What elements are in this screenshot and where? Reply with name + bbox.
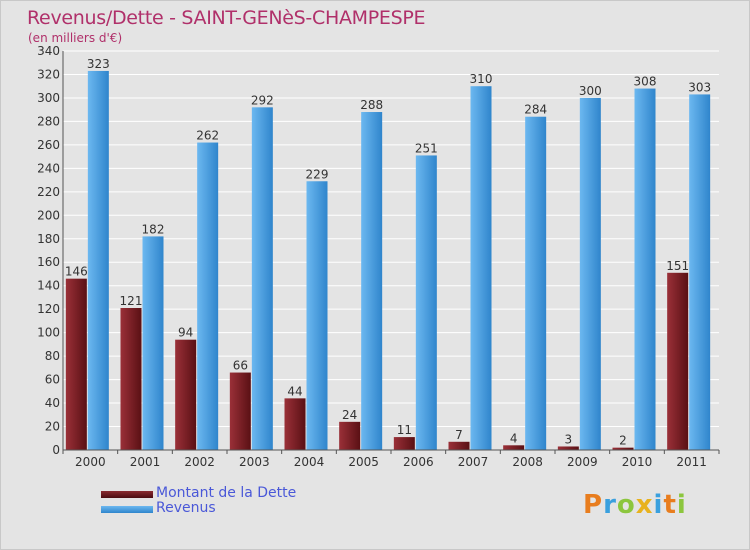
y-tick-label: 20 (45, 420, 60, 434)
bar-revenus-2011 (689, 94, 711, 450)
y-tick-label: 120 (37, 302, 60, 316)
bar-revenus-2002 (197, 142, 219, 451)
y-tick-label: 200 (37, 208, 60, 222)
bar-revenus-2008 (525, 116, 547, 450)
chart-subtitle: (en milliers d'€) (28, 31, 123, 45)
data-label-dette-2002: 94 (178, 326, 193, 340)
logo-letter: i (676, 490, 687, 520)
y-tick-label: 60 (45, 373, 60, 387)
data-label-revenus-2008: 284 (524, 103, 547, 117)
bar-dette-2003 (229, 372, 251, 450)
bar-dette-2010 (612, 447, 634, 450)
y-tick-label: 40 (45, 396, 60, 410)
axes (62, 51, 720, 454)
bar-dette-2001 (120, 308, 142, 450)
data-label-revenus-2004: 229 (306, 167, 329, 181)
labels: 0 20 40 60 80 100 120 140 160 180 200 220 240 260 280 3… (37, 44, 711, 469)
x-tick-label: 2003 (239, 455, 270, 469)
logo-letter: P (583, 490, 604, 520)
x-tick-label: 2005 (348, 455, 379, 469)
bar-dette-2011 (667, 272, 689, 450)
y-tick-label: 160 (37, 255, 60, 269)
x-tick-label: 2007 (458, 455, 489, 469)
logo-letter: i (653, 490, 664, 520)
data-label-dette-2011: 151 (666, 259, 689, 273)
bar-revenus-2005 (361, 112, 383, 450)
y-tick-label: 80 (45, 349, 60, 363)
logo-letter: o (616, 490, 636, 520)
y-tick-label: 100 (37, 326, 60, 340)
data-label-dette-2008: 4 (510, 431, 518, 445)
y-tick-label: 180 (37, 232, 60, 246)
x-tick-label: 2008 (512, 455, 543, 469)
logo-letter: x (635, 490, 654, 520)
bar-revenus-2000 (87, 70, 109, 450)
x-tick-label: 2002 (184, 455, 215, 469)
legend-label-revenus: Revenus (156, 500, 216, 516)
y-tick-label: 240 (37, 161, 60, 175)
x-tick-label: 2010 (622, 455, 653, 469)
y-tick-label: 140 (37, 279, 60, 293)
data-label-dette-2003: 66 (233, 359, 248, 373)
bar-dette-2007 (448, 441, 470, 450)
bar-dette-2002 (175, 339, 197, 450)
bar-dette-2006 (393, 437, 415, 450)
data-label-dette-2006: 11 (397, 423, 412, 437)
data-label-dette-2001: 121 (120, 294, 143, 308)
data-label-dette-2000: 146 (65, 265, 88, 279)
proxiti-logo: Proxiti (583, 490, 687, 520)
x-tick-label: 2001 (130, 455, 161, 469)
legend-swatch-dette (101, 491, 153, 498)
y-tick-label: 0 (52, 443, 60, 457)
y-tick-label: 320 (37, 67, 60, 81)
bars (65, 70, 711, 451)
data-label-revenus-2010: 308 (634, 75, 657, 89)
bar-dette-2008 (503, 445, 525, 450)
bar-dette-2005 (339, 421, 361, 450)
x-tick-label: 2004 (294, 455, 325, 469)
data-label-dette-2005: 24 (342, 408, 357, 422)
data-label-revenus-2006: 251 (415, 141, 438, 155)
bar-revenus-2010 (634, 88, 656, 450)
bar-dette-2009 (557, 446, 579, 450)
bar-revenus-2004 (306, 181, 328, 450)
bar-dette-2004 (284, 398, 306, 450)
y-tick-label: 300 (37, 91, 60, 105)
data-label-dette-2004: 44 (287, 384, 302, 398)
logo-letter: t (663, 490, 677, 520)
y-tick-label: 280 (37, 114, 60, 128)
x-tick-label: 2000 (75, 455, 106, 469)
y-tick-label: 220 (37, 185, 60, 199)
data-label-revenus-2002: 262 (196, 129, 219, 143)
legend-swatch-revenus (101, 506, 153, 513)
chart-title: Revenus/Dette - SAINT-GENèS-CHAMPESPE (27, 7, 426, 29)
grid-lines (63, 50, 719, 451)
data-label-revenus-2011: 303 (688, 80, 711, 94)
data-label-revenus-2000: 323 (87, 57, 110, 71)
data-label-revenus-2005: 288 (360, 98, 383, 112)
data-label-revenus-2007: 310 (470, 72, 493, 86)
data-label-revenus-2009: 300 (579, 84, 602, 98)
data-label-dette-2007: 7 (455, 428, 463, 442)
data-label-dette-2010: 2 (619, 434, 627, 448)
x-tick-label: 2006 (403, 455, 434, 469)
data-label-revenus-2001: 182 (142, 222, 165, 236)
data-label-dette-2009: 3 (565, 432, 573, 446)
x-tick-label: 2011 (676, 455, 707, 469)
data-label-revenus-2003: 292 (251, 93, 274, 107)
y-tick-label: 340 (37, 44, 60, 58)
bar-dette-2000 (65, 278, 87, 450)
bar-revenus-2007 (470, 86, 492, 451)
y-tick-label: 260 (37, 138, 60, 152)
bar-revenus-2003 (251, 107, 273, 451)
bar-revenus-2006 (415, 155, 437, 450)
logo-letter: r (603, 490, 617, 520)
x-tick-label: 2009 (567, 455, 598, 469)
bar-revenus-2009 (579, 97, 601, 451)
bar-revenus-2001 (142, 236, 164, 450)
plot-area (63, 51, 719, 450)
legend-label-dette: Montant de la Dette (156, 485, 297, 501)
